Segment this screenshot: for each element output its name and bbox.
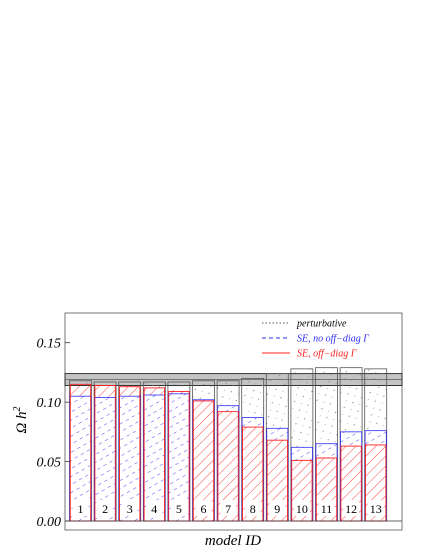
x-axis-label: model ID [205, 533, 261, 549]
model-number-11: 11 [321, 502, 333, 516]
y-tick-label-1: 0.05 [37, 456, 62, 471]
bar-group-model-11 [315, 367, 338, 522]
bar-perturbative-fill-10 [290, 368, 313, 448]
bar-perturbative-fill-9 [266, 373, 289, 429]
bar-group-model-3 [118, 381, 142, 522]
model-number-4: 4 [151, 502, 157, 516]
model-number-13: 13 [370, 502, 382, 516]
bar-mid-fill-1 [69, 384, 92, 397]
bar-perturbative-fill-13 [364, 368, 387, 431]
model-number-bg-10 [293, 500, 310, 516]
model-number-7: 7 [225, 502, 231, 516]
bar-mid-fill-6 [192, 399, 215, 401]
model-number-2: 2 [102, 502, 108, 516]
bar-group-model-6 [192, 380, 215, 522]
legend-label-se-no-offdiag: SE, no off−diag Γ [297, 334, 369, 345]
bar-mid-fill-10 [290, 447, 313, 461]
model-number-bg-1 [72, 500, 89, 516]
model-number-bg-13 [367, 500, 384, 516]
model-number-6: 6 [201, 502, 207, 516]
bar-mid-fill-11 [315, 443, 338, 459]
legend-label-se-offdiag: SE, off−diag Γ [297, 349, 357, 360]
bar-perturbative-fill-11 [315, 367, 338, 444]
model-number-bg-6 [195, 500, 212, 516]
bar-group-model-2 [93, 381, 117, 522]
bar-perturbative-fill-2 [94, 381, 117, 386]
bar-mid-fill-8 [241, 417, 264, 428]
y-tick-label-3: 0.15 [37, 337, 62, 352]
model-number-bg-8 [244, 500, 261, 516]
model-number-12: 12 [345, 502, 357, 516]
y-tick-label-0: 0.00 [37, 515, 62, 530]
y-axis-label-group: Ω h2 [12, 406, 30, 433]
bar-group-model-10 [290, 368, 314, 522]
bar-group-model-4 [142, 381, 166, 522]
bar-lower-fill-1 [69, 396, 92, 521]
bar-group-model-1 [69, 380, 92, 522]
bar-mid-fill-5 [167, 391, 190, 394]
bar-perturbative-fill-5 [167, 381, 190, 392]
bar-perturbative-fill-12 [340, 367, 363, 432]
model-number-bg-11 [318, 500, 335, 516]
bar-group-model-8 [241, 377, 265, 522]
legend: perturbative SE, no off−diag Γ SE, off−d… [262, 319, 369, 360]
y-axis-label-text: Ω h2 [12, 406, 30, 433]
model-number-10: 10 [296, 502, 308, 516]
bar-perturbative-fill-6 [192, 380, 215, 400]
model-number-bg-9 [269, 500, 286, 516]
legend-label-perturbative: perturbative [296, 319, 347, 330]
model-number-bg-2 [97, 500, 114, 516]
model-number-8: 8 [250, 502, 256, 516]
y-ticks-layer: 0.00 0.05 0.10 0.15 [37, 337, 70, 530]
bar-lower-fill-7 [217, 411, 240, 521]
y-axis-label: Ω h [14, 411, 30, 433]
bar-mid-fill-12 [340, 431, 363, 447]
bar-perturbative-fill-4 [143, 381, 166, 388]
bar-perturbative-fill-8 [241, 378, 264, 418]
bar-group-model-7 [216, 380, 240, 522]
bar-lower-fill-3 [118, 396, 141, 521]
bar-group-model-12 [339, 367, 363, 522]
model-number-bg-7 [220, 500, 237, 516]
plot-frame [64, 312, 403, 531]
bar-lower-fill-8 [241, 427, 264, 521]
model-number-1: 1 [78, 502, 84, 516]
model-number-bg-4 [146, 500, 163, 516]
model-number-3: 3 [127, 502, 133, 516]
model-number-5: 5 [176, 502, 182, 516]
bar-perturbative-fill-7 [217, 380, 240, 406]
bar-perturbative-fill-1 [69, 380, 92, 385]
model-number-bg-12 [343, 500, 360, 516]
model-number-bg-3 [121, 500, 138, 516]
bar-mid-fill-13 [364, 430, 387, 445]
bar-mid-fill-4 [143, 387, 166, 396]
bar-group-model-9 [265, 373, 289, 522]
bars-layer [65, 367, 402, 522]
model-number-9: 9 [274, 502, 280, 516]
bar-mid-fill-2 [94, 385, 117, 398]
bar-group-model-13 [364, 368, 388, 522]
bar-mid-fill-9 [266, 428, 289, 441]
bar-lower-fill-5 [167, 393, 190, 521]
bar-lower-fill-6 [192, 400, 215, 521]
y-axis-label-sup: 2 [12, 406, 23, 411]
bar-mid-fill-7 [217, 405, 240, 412]
bar-lower-fill-4 [143, 395, 166, 521]
bar-mid-fill-3 [118, 386, 141, 397]
y-tick-label-2: 0.10 [37, 396, 62, 411]
model-number-bg-5 [170, 500, 187, 516]
bar-perturbative-fill-3 [118, 381, 141, 387]
model-numbers-layer: 1 2 3 4 5 6 7 8 9 10 11 12 13 [72, 500, 384, 516]
bar-lower-fill-2 [94, 397, 117, 521]
